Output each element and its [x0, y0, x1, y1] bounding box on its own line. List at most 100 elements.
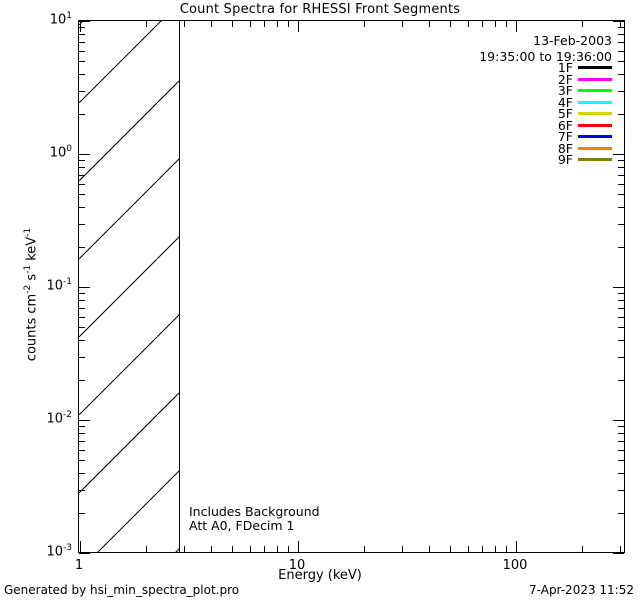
axis-tick [581, 21, 583, 27]
y-tick-base: 10 [49, 145, 67, 161]
legend: 1F 2F 3F 4F 5F 6F 7F 8F 9F [557, 60, 612, 167]
y-tick-exponent: -1 [63, 277, 72, 288]
footer-generator-text: Generated by hsi_min_spectra_plot.pro [4, 583, 240, 597]
axis-tick [298, 541, 299, 552]
plot-area: Includes Background Att A0, FDecim 1 [78, 20, 625, 554]
axis-tick [467, 546, 469, 552]
legend-item-1f: 1F [557, 60, 612, 76]
plot-annotations: Includes Background Att A0, FDecim 1 [189, 505, 320, 533]
x-axis-title: Energy (keV) [278, 568, 362, 583]
axis-tick [232, 546, 234, 552]
axis-tick [618, 183, 624, 185]
axis-tick [184, 546, 185, 552]
y-axis-exp-2: -1 [23, 264, 34, 274]
axis-tick [618, 426, 624, 428]
axis-tick [618, 41, 624, 43]
legend-color-swatch [578, 89, 612, 93]
axis-tick [618, 327, 624, 329]
axis-tick [79, 440, 85, 442]
x-tick-label: 10 [288, 558, 306, 573]
axis-tick [232, 21, 234, 27]
legend-color-swatch [578, 146, 612, 150]
legend-label: 7F [557, 129, 573, 145]
hatch-boundary-line [179, 21, 180, 552]
axis-tick [363, 21, 365, 27]
axis-tick [79, 154, 90, 155]
axis-tick [79, 73, 85, 75]
legend-label: 1F [557, 60, 573, 76]
y-axis-title-text: counts cm [24, 293, 40, 362]
axis-tick [211, 21, 213, 27]
legend-item-5f: 5F [557, 106, 612, 122]
axis-tick [79, 316, 85, 318]
axis-tick [613, 420, 624, 421]
axis-tick [79, 41, 85, 43]
axis-tick [618, 50, 624, 52]
axis-tick [79, 307, 85, 309]
y-tick-exponent: 1 [66, 11, 72, 22]
axis-tick [249, 21, 251, 27]
y-tick-exponent: -2 [63, 410, 72, 421]
axis-tick [618, 90, 624, 92]
axis-tick [618, 174, 624, 176]
axis-tick [429, 21, 431, 27]
axis-tick [618, 166, 624, 168]
axis-tick [79, 379, 85, 381]
axis-tick [613, 154, 624, 155]
axis-tick [79, 50, 85, 52]
axis-tick [402, 546, 403, 552]
y-axis-exp-3: -1 [23, 227, 34, 237]
legend-color-swatch [578, 66, 612, 70]
axis-tick [618, 432, 624, 434]
legend-item-6f: 6F [557, 117, 612, 133]
legend-item-2f: 2F [558, 72, 612, 87]
axis-tick [618, 299, 624, 301]
axis-tick [79, 287, 90, 288]
legend-label: 6F [557, 117, 573, 133]
axis-tick [184, 21, 185, 27]
observation-date: 13-Feb-2003 [533, 33, 612, 48]
y-tick-label: 10-1 [28, 277, 72, 294]
axis-tick [79, 299, 85, 301]
axis-tick [79, 166, 85, 168]
axis-tick [618, 293, 624, 295]
data-curves [79, 21, 624, 552]
axis-tick [288, 546, 290, 552]
footer-timestamp: 7-Apr-2023 11:52 [529, 583, 634, 597]
y-tick-label: 10-3 [28, 544, 72, 560]
axis-tick [618, 440, 624, 442]
y-tick-label: 10-2 [28, 410, 72, 427]
axis-tick [79, 426, 85, 428]
axis-tick [264, 21, 266, 27]
axis-tick [618, 61, 624, 63]
axis-tick [79, 223, 85, 225]
axis-tick [620, 21, 621, 27]
axis-tick [79, 553, 90, 554]
axis-tick [80, 541, 81, 552]
axis-tick [79, 512, 85, 514]
axis-tick [618, 460, 624, 462]
axis-tick [618, 206, 624, 208]
plot-canvas: Includes Background Att A0, FDecim 1 [79, 21, 624, 552]
axis-tick [618, 379, 624, 381]
legend-color-swatch [578, 123, 612, 127]
y-tick-label: 100 [28, 145, 72, 161]
axis-tick [79, 293, 85, 295]
legend-color-swatch [578, 112, 612, 116]
legend-item-8f: 8F [558, 141, 612, 156]
axis-tick [79, 206, 85, 208]
axis-tick [618, 160, 624, 162]
legend-label: 5F [557, 106, 573, 122]
axis-tick [79, 339, 85, 341]
legend-label: 4F [557, 94, 573, 110]
axis-tick [618, 307, 624, 309]
axis-tick [613, 553, 624, 554]
y-axis-title: counts cm-2 s-1 keV-1 [23, 145, 40, 445]
axis-tick [79, 420, 90, 421]
axis-tick [79, 489, 85, 491]
axis-tick [264, 546, 266, 552]
axis-tick [429, 546, 431, 552]
axis-tick [276, 546, 278, 552]
axis-tick [618, 194, 624, 196]
